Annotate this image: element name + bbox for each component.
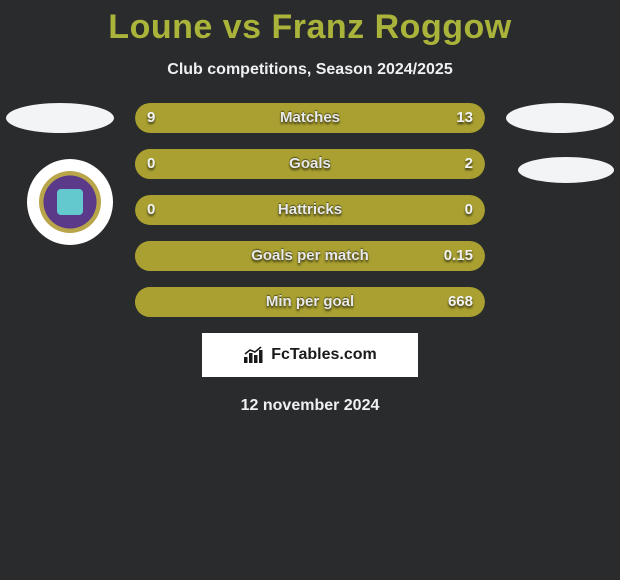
stat-label: Goals per match <box>135 241 485 271</box>
stat-label: Matches <box>135 103 485 133</box>
player-left-club-badge <box>27 159 113 245</box>
stat-row: 0.15Goals per match <box>135 241 485 271</box>
stat-bars: 913Matches 02Goals 00Hattricks 0.15Goals pe… <box>135 103 485 317</box>
comparison-panel: 913Matches 02Goals 00Hattricks 0.15Goals pe… <box>0 103 620 415</box>
stat-label: Goals <box>135 149 485 179</box>
stat-row: 00Hattricks <box>135 195 485 225</box>
date-line: 12 november 2024 <box>0 397 620 415</box>
club-badge-graphic <box>39 171 101 233</box>
stat-row: 02Goals <box>135 149 485 179</box>
stat-label: Min per goal <box>135 287 485 317</box>
page-title: Loune vs Franz Roggow <box>0 0 620 47</box>
player-left-photo-placeholder <box>6 103 114 133</box>
brand-chart-icon <box>243 346 265 364</box>
subtitle: Club competitions, Season 2024/2025 <box>0 61 620 79</box>
club-badge-core <box>57 189 83 215</box>
player-right-photo-placeholder <box>506 103 614 133</box>
stat-label: Hattricks <box>135 195 485 225</box>
brand-text: FcTables.com <box>271 346 377 364</box>
brand-watermark: FcTables.com <box>202 333 418 377</box>
stat-row: 913Matches <box>135 103 485 133</box>
player-right-club-placeholder <box>518 157 614 183</box>
stat-row: 668Min per goal <box>135 287 485 317</box>
